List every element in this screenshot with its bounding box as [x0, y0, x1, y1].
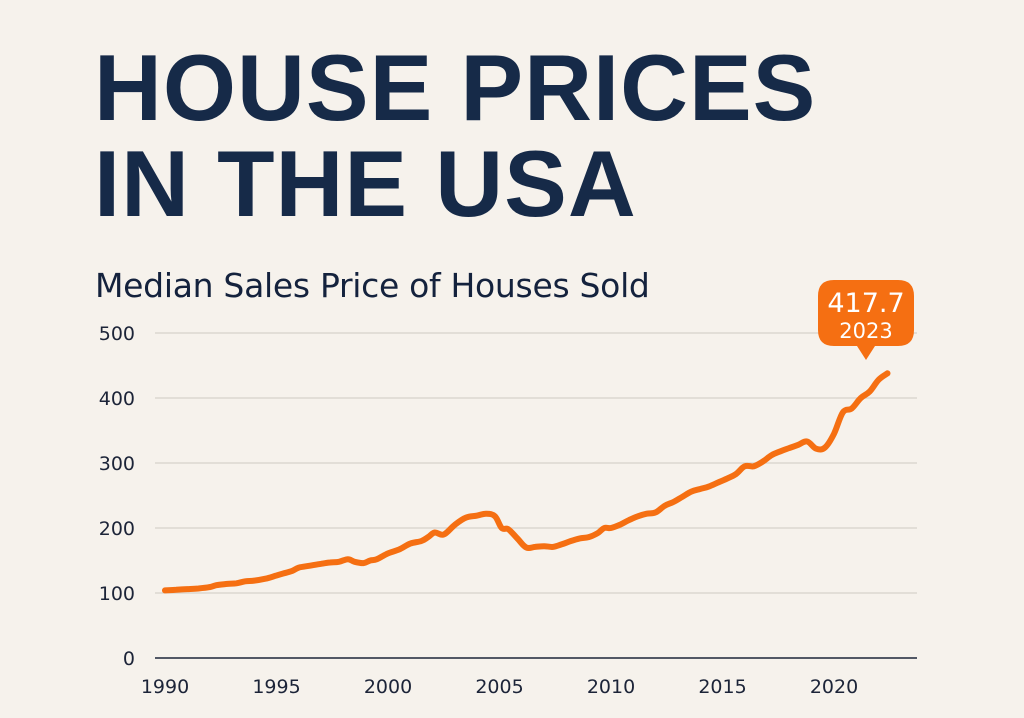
series-line-0	[162, 370, 891, 594]
y-tick-label: 100	[99, 583, 135, 605]
gridlines	[155, 332, 917, 659]
x-axis-ticks: 1990 1995 2000 2005 2010 2015 2020	[141, 676, 858, 698]
series-group	[162, 370, 891, 594]
title-line-1: HOUSE PRICES	[94, 35, 817, 140]
y-tick-label: 500	[99, 323, 135, 345]
y-axis-ticks: 0 100 200 300 400 500	[99, 323, 135, 670]
x-tick-label: 1990	[141, 676, 189, 698]
chart-subtitle: Median Sales Price of Houses Sold	[95, 266, 650, 305]
y-tick-label: 0	[123, 648, 135, 670]
page-title: HOUSE PRICES IN THE USA	[94, 40, 816, 232]
callout-year: 2023	[839, 319, 892, 343]
y-tick-label: 300	[99, 453, 135, 475]
x-tick-label: 2010	[587, 676, 635, 698]
y-tick-label: 400	[99, 388, 135, 410]
x-tick-label: 1995	[252, 676, 300, 698]
x-tick-label: 2020	[810, 676, 858, 698]
y-tick-label: 200	[99, 518, 135, 540]
callout-bubble	[818, 280, 914, 360]
x-tick-label: 2000	[364, 676, 412, 698]
x-tick-label: 2005	[475, 676, 523, 698]
callout-value: 417.7	[827, 288, 904, 319]
x-tick-label: 2015	[698, 676, 746, 698]
title-line-2: IN THE USA	[94, 131, 637, 236]
